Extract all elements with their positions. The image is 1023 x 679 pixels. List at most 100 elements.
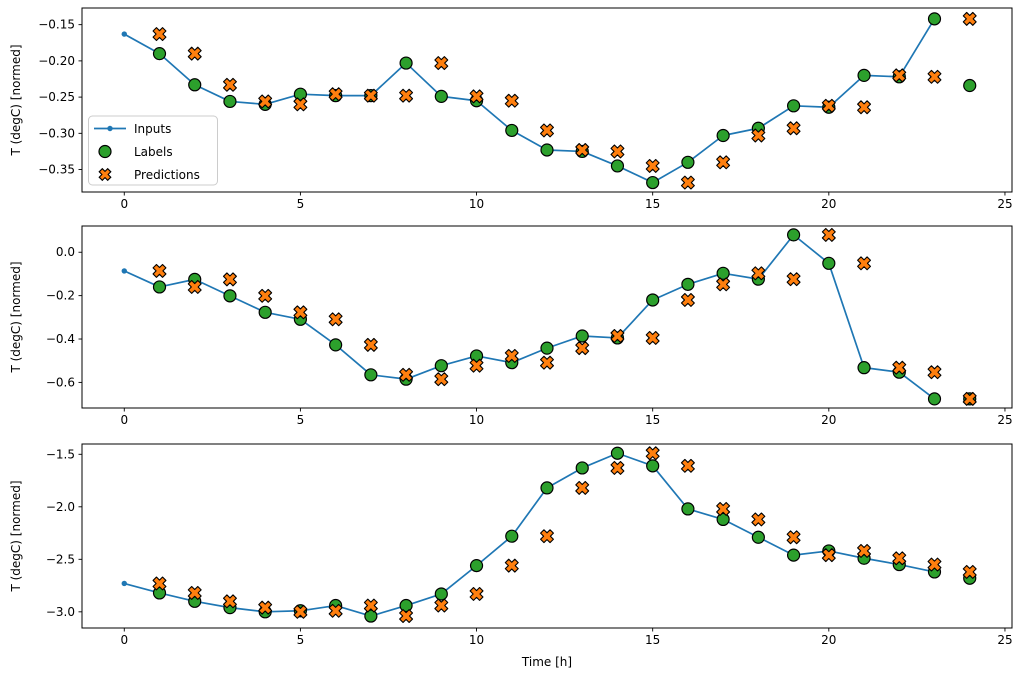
prediction-point	[927, 69, 942, 84]
prediction-point	[540, 529, 554, 544]
prediction-point	[293, 97, 308, 112]
label-point	[152, 280, 167, 294]
label-point	[505, 529, 519, 543]
label-point	[505, 123, 519, 138]
y-tick-label: −2.0	[46, 500, 75, 514]
prediction-point	[786, 530, 801, 545]
label-point	[434, 359, 448, 373]
y-axis-label: T (degC) [normed]	[9, 44, 23, 156]
label-point	[223, 289, 237, 303]
x-axis: 0 5 10 15 20 25	[120, 408, 1013, 427]
label-point	[681, 502, 695, 516]
prediction-point	[962, 11, 977, 26]
subplot-1: 0 5 10 15 20 25 −0.15 −0.20 −0.25 −0.30 −0.35 T (de…	[9, 7, 1013, 211]
prediction-point	[222, 594, 237, 609]
label-point	[258, 305, 272, 319]
label-point	[469, 559, 484, 573]
prediction-point	[399, 367, 414, 382]
x-tick-label: 10	[469, 413, 484, 427]
y-tick-label: −2.5	[46, 552, 75, 566]
label-point	[399, 56, 413, 70]
label-point	[857, 361, 871, 375]
y-axis-label: T (degC) [normed]	[9, 261, 23, 373]
prediction-point	[645, 446, 660, 461]
prediction-point	[575, 341, 590, 356]
prediction-point	[328, 87, 343, 102]
legend-label: Labels	[134, 145, 173, 159]
label-point	[751, 530, 765, 544]
x-tick-label: 20	[821, 413, 836, 427]
predictions-series	[152, 227, 977, 406]
input-point	[121, 580, 127, 587]
prediction-point	[152, 576, 167, 591]
label-point	[822, 256, 836, 270]
prediction-point	[363, 598, 378, 613]
label-point	[646, 459, 660, 473]
label-point	[540, 481, 554, 495]
prediction-point	[857, 100, 872, 115]
y-tick-label: −0.6	[46, 375, 75, 389]
y-axis: −1.5 −2.0 −2.5 −3.0	[46, 447, 82, 619]
legend-dot-sample	[107, 125, 113, 132]
label-point	[434, 89, 448, 103]
y-tick-label: −0.25	[38, 90, 75, 104]
prediction-point	[821, 98, 836, 113]
prediction-point	[716, 155, 731, 170]
label-point	[681, 277, 695, 291]
label-point	[188, 78, 202, 92]
y-tick-label: −3.0	[46, 605, 75, 619]
prediction-point	[680, 292, 695, 307]
y-tick-label: −1.5	[46, 447, 75, 461]
prediction-point	[222, 77, 237, 92]
input-point	[121, 31, 127, 37]
label-point	[610, 159, 625, 173]
prediction-point	[328, 312, 343, 327]
prediction-point	[258, 94, 273, 109]
x-tick-label: 0	[120, 633, 128, 647]
legend-label: Inputs	[134, 122, 171, 136]
y-tick-label: −0.15	[38, 18, 75, 32]
y-tick-label: −0.2	[46, 289, 75, 303]
prediction-point	[821, 548, 836, 563]
prediction-point	[892, 360, 907, 375]
legend-label: Predictions	[134, 168, 200, 182]
y-tick-label: −0.35	[38, 163, 75, 177]
label-point	[716, 266, 730, 280]
label-point	[540, 341, 554, 355]
prediction-point	[187, 585, 202, 600]
subplot-3: 0 5 10 15 20 25 −1.5 −2.0 −2.5 −3.0 T (degC) [norm…	[9, 443, 1013, 669]
prediction-point	[504, 93, 519, 108]
legend-entry-inputs: Inputs	[94, 122, 171, 136]
prediction-point	[575, 480, 590, 495]
y-axis: −0.15 −0.20 −0.25 −0.30 −0.35	[38, 18, 82, 177]
prediction-point	[610, 460, 625, 475]
prediction-point	[645, 330, 660, 345]
legend-circle-icon	[98, 144, 112, 159]
label-point	[716, 128, 730, 143]
x-tick-label: 25	[997, 633, 1012, 647]
x-axis: 0 5 10 15 20 25	[120, 192, 1013, 211]
prediction-point	[434, 372, 449, 387]
prediction-point	[328, 603, 343, 618]
y-axis: 0.0 −0.2 −0.4 −0.6	[46, 245, 82, 389]
prediction-point	[363, 88, 378, 103]
prediction-point	[892, 551, 907, 566]
x-tick-label: 15	[645, 413, 660, 427]
label-point	[399, 598, 413, 613]
label-point	[223, 94, 237, 109]
prediction-point	[716, 501, 731, 516]
legend-x-icon	[98, 167, 112, 182]
prediction-point	[927, 365, 942, 380]
prediction-point	[434, 598, 449, 613]
y-axis-label: T (degC) [normed]	[9, 480, 23, 592]
x-tick-label: 25	[997, 197, 1012, 211]
x-axis: 0 5 10 15 20 25	[120, 628, 1013, 647]
prediction-point	[434, 56, 449, 71]
prediction-point	[293, 604, 308, 619]
x-tick-label: 5	[297, 197, 305, 211]
prediction-point	[222, 272, 237, 287]
prediction-point	[645, 158, 660, 173]
y-tick-label: −0.30	[38, 126, 75, 140]
label-point	[434, 587, 448, 601]
